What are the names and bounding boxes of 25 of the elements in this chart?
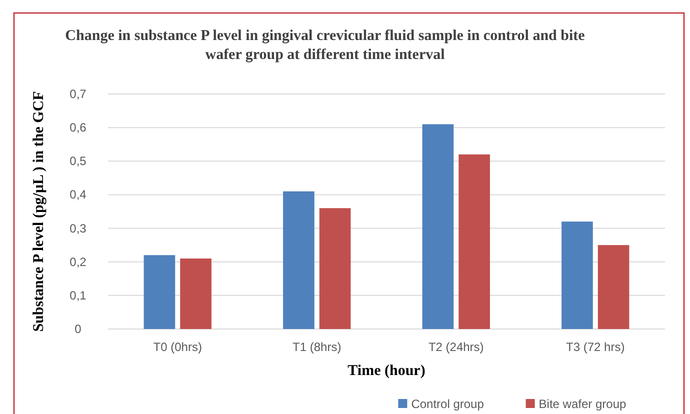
chart-title: Change in substance P level in gingival crevicular fluid sample in control and bite wafer group at different time interval: [65, 28, 586, 63]
x-tick-label: T0 (0hrs): [153, 340, 202, 354]
bar: [422, 124, 454, 329]
x-tick-label: T3 (72 hrs): [566, 340, 625, 354]
y-axis-title: Substance P level (pg/μL ) in the GCF: [31, 91, 47, 332]
y-tick-label: 0,4: [70, 188, 87, 202]
y-tick-label: 0: [74, 322, 82, 336]
bar: [144, 255, 176, 329]
bar: [283, 191, 314, 329]
x-tick-label: T1 (8hrs): [292, 340, 342, 354]
y-tick-label: 0,3: [70, 221, 87, 236]
x-tick-label: T2 (24hrs): [428, 340, 484, 354]
bar: [180, 258, 212, 329]
y-tick-label: 0,2: [70, 254, 87, 269]
y-tick-label: 0,7: [70, 87, 87, 101]
y-tick-label: 0,5: [70, 154, 87, 168]
bar: [458, 154, 490, 329]
legend-label: Bite wafer group: [538, 397, 627, 411]
y-tick-label: 0,1: [70, 288, 87, 302]
y-tick-label: 0,6: [70, 120, 87, 135]
x-axis-title: Time (hour): [348, 363, 426, 379]
bar: [562, 222, 593, 329]
legend-label: Control group: [411, 397, 484, 411]
bar: [319, 208, 351, 329]
bar: [598, 245, 630, 329]
